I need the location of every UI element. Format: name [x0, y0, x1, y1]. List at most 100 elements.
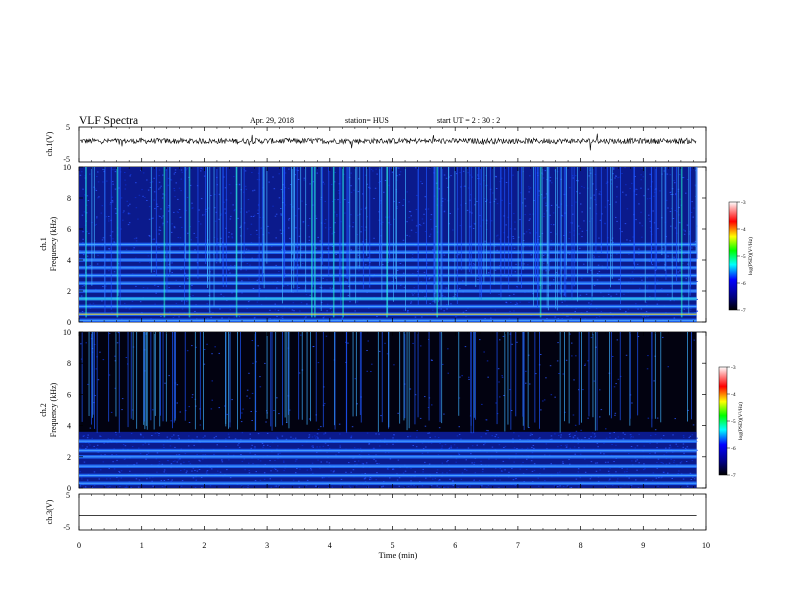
- noise-speck: [490, 220, 493, 222]
- noise-speck: [683, 436, 685, 438]
- noise-speck: [224, 187, 227, 189]
- noise-speck: [431, 301, 434, 303]
- noise-speck: [348, 485, 351, 487]
- noise-speck: [579, 192, 581, 194]
- noise-speck: [443, 210, 446, 212]
- noise-speck: [635, 479, 637, 481]
- spike: [634, 167, 635, 270]
- noise-speck: [542, 254, 545, 256]
- noise-speck: [251, 420, 253, 421]
- noise-speck: [471, 462, 473, 464]
- noise-speck: [283, 470, 285, 472]
- spike: [559, 332, 561, 433]
- noise-speck: [626, 471, 628, 473]
- noise-speck: [530, 254, 532, 256]
- noise-speck: [95, 368, 97, 370]
- noise-speck: [190, 287, 192, 289]
- noise-speck: [291, 269, 294, 271]
- noise-speck: [544, 170, 547, 172]
- noise-speck: [209, 485, 212, 487]
- noise-speck: [413, 287, 415, 289]
- spike: [651, 332, 653, 428]
- noise-speck: [161, 217, 163, 219]
- noise-speck: [228, 269, 230, 271]
- spike: [119, 167, 121, 292]
- noise-speck: [669, 300, 672, 302]
- noise-speck: [649, 173, 651, 175]
- noise-speck: [80, 358, 83, 360]
- noise-speck: [123, 459, 126, 460]
- noise-speck: [288, 218, 291, 219]
- noise-speck: [248, 462, 250, 464]
- noise-speck: [613, 167, 615, 169]
- noise-speck: [299, 310, 301, 312]
- noise-speck: [597, 446, 599, 448]
- noise-speck: [283, 461, 285, 463]
- noise-speck: [191, 438, 193, 440]
- noise-speck: [662, 248, 664, 250]
- noise-speck: [444, 487, 446, 488]
- spike: [293, 167, 295, 289]
- noise-speck: [184, 272, 186, 274]
- noise-speck: [469, 174, 471, 176]
- noise-speck: [306, 469, 309, 471]
- noise-speck: [216, 444, 218, 446]
- spike: [677, 167, 679, 263]
- noise-speck: [166, 436, 169, 438]
- noise-speck: [513, 310, 515, 312]
- noise-speck: [149, 182, 152, 184]
- noise-speck: [411, 219, 413, 221]
- noise-speck: [679, 198, 681, 200]
- noise-speck: [572, 436, 575, 438]
- noise-speck: [596, 273, 599, 274]
- noise-speck: [281, 248, 283, 250]
- noise-speck: [471, 176, 473, 178]
- noise-speck: [221, 459, 223, 461]
- noise-speck: [308, 434, 311, 436]
- noise-speck: [215, 211, 218, 213]
- noise-speck: [319, 240, 321, 242]
- noise-speck: [147, 189, 150, 191]
- strong-spike: [311, 167, 313, 318]
- noise-speck: [614, 437, 617, 439]
- noise-speck: [492, 192, 494, 194]
- noise-speck: [691, 460, 694, 462]
- noise-speck: [589, 304, 592, 306]
- noise-speck: [431, 228, 433, 230]
- spike: [403, 332, 405, 421]
- noise-speck: [247, 485, 249, 487]
- noise-speck: [163, 480, 166, 481]
- noise-speck: [243, 458, 245, 460]
- noise-speck: [349, 486, 352, 488]
- noise-speck: [326, 310, 328, 312]
- spike: [255, 332, 257, 431]
- noise-speck: [135, 478, 138, 480]
- noise-speck: [100, 436, 102, 437]
- noise-speck: [424, 396, 426, 398]
- noise-speck: [495, 235, 498, 237]
- noise-speck: [298, 486, 301, 488]
- noise-speck: [446, 461, 448, 463]
- noise-speck: [301, 444, 304, 446]
- spike: [362, 167, 364, 289]
- noise-speck: [169, 245, 172, 247]
- noise-speck: [693, 241, 696, 243]
- noise-speck: [278, 413, 280, 415]
- noise-speck: [375, 249, 378, 251]
- noise-speck: [528, 229, 530, 230]
- noise-speck: [224, 255, 226, 257]
- noise-speck: [438, 480, 440, 482]
- noise-speck: [497, 234, 499, 236]
- noise-speck: [411, 253, 414, 255]
- noise-speck: [114, 188, 117, 190]
- noise-speck: [259, 386, 262, 388]
- noise-speck: [290, 184, 292, 185]
- noise-speck: [247, 199, 250, 200]
- noise-speck: [178, 438, 180, 440]
- noise-speck: [283, 460, 285, 462]
- noise-speck: [570, 317, 572, 319]
- noise-speck: [655, 188, 657, 190]
- noise-speck: [305, 316, 307, 318]
- noise-speck: [378, 182, 380, 184]
- spike: [291, 167, 293, 255]
